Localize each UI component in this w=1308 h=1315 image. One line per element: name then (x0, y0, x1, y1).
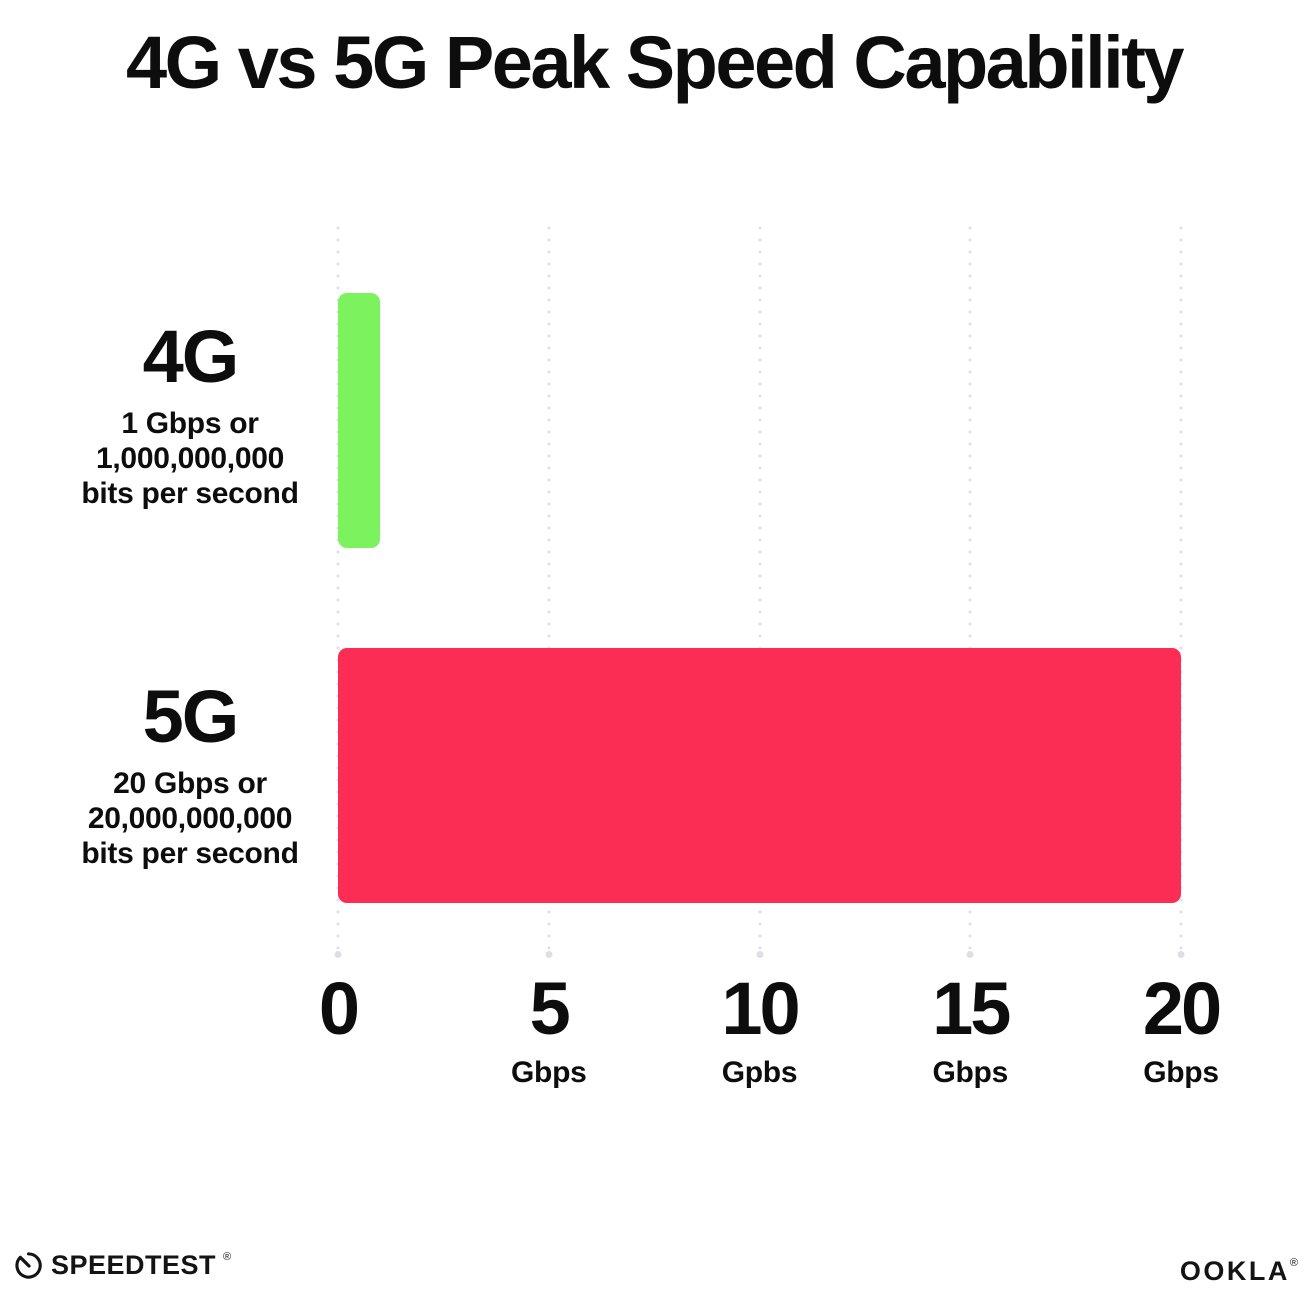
x-tick-0: 0 (318, 967, 360, 1088)
gridline (545, 222, 553, 958)
x-tick-unit (319, 1058, 357, 1088)
gridline (756, 222, 763, 958)
category-name-5g: 5G (142, 675, 240, 758)
speedtest-logo: SPEEDTEST ® (13, 1250, 231, 1281)
sublabel-line: 1 Gbps or (121, 407, 259, 440)
category-label-5g: 5G 20 Gbps or 20,000,000,000 bits per se… (40, 680, 340, 871)
x-tick-unit: Gbps (932, 1056, 1009, 1089)
category-name-4g: 4G (142, 315, 240, 398)
x-axis: 0 5 Gbps 10 Gpbs 15 Gbps 20 Gbps (319, 967, 1222, 1102)
x-tick-number: 5 (529, 967, 571, 1050)
bar-5g (338, 648, 1181, 903)
sublabel-line: 20 Gbps or (113, 767, 267, 800)
x-tick-number: 10 (721, 967, 800, 1050)
gridline (334, 222, 342, 958)
x-tick-unit: Gpbs (721, 1056, 798, 1089)
category-label-4g: 4G 1 Gbps or 1,000,000,000 bits per seco… (40, 320, 340, 511)
sublabel-line: bits per second (81, 477, 299, 510)
gridline (1177, 222, 1185, 958)
x-tick-10: 10 Gpbs (721, 967, 800, 1089)
speedtest-wordmark: SPEEDTEST (51, 1250, 217, 1280)
x-tick-5: 5 Gbps (511, 967, 587, 1089)
gridline (966, 222, 974, 958)
sublabel-line: bits per second (81, 837, 299, 870)
category-sublabel-5g: 20 Gbps or 20,000,000,000 bits per secon… (40, 766, 340, 871)
sublabel-line: 1,000,000,000 (96, 442, 284, 475)
category-sublabel-4g: 1 Gbps or 1,000,000,000 bits per second (40, 406, 340, 511)
x-tick-number: 0 (318, 967, 360, 1050)
x-tick-unit: Gbps (1143, 1056, 1219, 1089)
bar-4g (338, 293, 381, 548)
x-tick-unit: Gbps (511, 1056, 587, 1089)
ookla-logo: OOKLA ® (1180, 1256, 1298, 1287)
plot-area (334, 222, 1185, 958)
sublabel-line: 20,000,000,000 (87, 802, 293, 835)
x-tick-15: 15 Gbps (932, 967, 1011, 1089)
x-tick-number: 20 (1142, 967, 1222, 1050)
x-tick-number: 15 (932, 967, 1011, 1050)
chart-title: 4G vs 5G Peak Speed Capability (125, 21, 1185, 104)
ookla-wordmark: OOKLA (1179, 1256, 1290, 1286)
registered-mark: ® (223, 1251, 232, 1263)
gridlines (334, 222, 1185, 958)
registered-mark: ® (1289, 1257, 1298, 1269)
speedtest-gauge-icon (15, 1252, 42, 1279)
x-tick-20: 20 Gbps (1142, 967, 1222, 1089)
